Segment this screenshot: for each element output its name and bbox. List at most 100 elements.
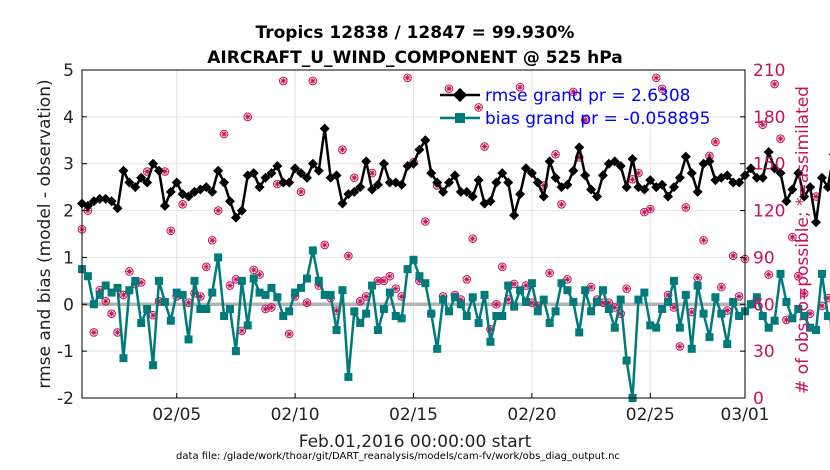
bias-point bbox=[83, 272, 92, 281]
obs-count-point bbox=[711, 137, 720, 147]
rmse-point bbox=[278, 177, 289, 188]
bias-point bbox=[610, 323, 619, 332]
bias-point bbox=[119, 354, 128, 363]
rmse-point bbox=[799, 191, 810, 202]
obs-count-point bbox=[545, 268, 554, 278]
rmse-point bbox=[130, 182, 141, 193]
y2-tick-label: 0 bbox=[753, 389, 764, 409]
bias-point bbox=[729, 297, 738, 306]
obs-count-point bbox=[681, 203, 691, 212]
y-tick-label: 2 bbox=[63, 202, 74, 222]
rmse-point bbox=[781, 196, 792, 207]
bias-point bbox=[516, 286, 525, 295]
bias-point bbox=[125, 286, 134, 295]
bias-point bbox=[539, 295, 548, 304]
y-tick-label: 3 bbox=[63, 155, 74, 175]
bias-point bbox=[196, 304, 205, 313]
obs-count-point bbox=[557, 200, 566, 209]
rmse-point bbox=[680, 151, 691, 162]
bias-point bbox=[137, 319, 146, 328]
bias-point bbox=[723, 340, 732, 349]
rmse-point bbox=[290, 163, 301, 174]
obs-count-point bbox=[361, 292, 371, 301]
rmse-point bbox=[745, 163, 756, 174]
y-tick-label: -2 bbox=[57, 389, 74, 409]
obs-count-point bbox=[243, 112, 253, 122]
obs-count-point bbox=[622, 284, 631, 293]
rmse-point bbox=[467, 191, 478, 202]
bias-point bbox=[746, 300, 755, 309]
bias-point bbox=[456, 300, 465, 309]
bias-point bbox=[486, 337, 495, 346]
y-tick-label: 1 bbox=[63, 248, 74, 268]
obs-count-point bbox=[89, 328, 99, 337]
obs-count-point bbox=[580, 115, 590, 125]
rmse-point bbox=[538, 191, 549, 202]
bias-point bbox=[308, 246, 317, 255]
obs-count-point bbox=[444, 84, 454, 94]
rmse-point bbox=[248, 168, 259, 179]
bias-point bbox=[593, 297, 602, 306]
bias-point bbox=[160, 297, 169, 306]
bias-point bbox=[658, 304, 667, 313]
rmse-point bbox=[432, 177, 443, 188]
rmse-point bbox=[775, 168, 786, 179]
obs-count-point bbox=[107, 309, 116, 318]
obs-count-point bbox=[344, 251, 353, 261]
bias-point bbox=[397, 314, 406, 323]
y2-tick-label: 150 bbox=[753, 155, 785, 175]
bias-point bbox=[563, 286, 572, 295]
bias-point bbox=[669, 276, 678, 285]
y2-tick-label: 30 bbox=[753, 342, 775, 362]
bias-point bbox=[622, 356, 631, 365]
legend-bias-marker bbox=[455, 113, 465, 123]
obs-count-point bbox=[403, 73, 412, 83]
obs-count-point bbox=[207, 235, 217, 245]
rmse-point bbox=[568, 165, 579, 176]
rmse-point bbox=[171, 177, 182, 188]
bias-point bbox=[693, 281, 702, 290]
bias-point bbox=[681, 290, 690, 299]
obs-count-point bbox=[338, 145, 347, 154]
bias-point bbox=[587, 307, 596, 316]
bias-point bbox=[711, 293, 720, 302]
bias-point bbox=[806, 323, 815, 332]
rmse-point bbox=[384, 177, 395, 188]
rmse-point bbox=[230, 212, 241, 223]
bias-point bbox=[439, 295, 448, 304]
rmse-point bbox=[722, 170, 733, 181]
obs-count-point bbox=[219, 129, 229, 139]
bias-point bbox=[338, 286, 347, 295]
rmse-point bbox=[224, 196, 235, 207]
rmse-point bbox=[473, 175, 484, 186]
obs-count-point bbox=[734, 292, 744, 301]
obs-count-point bbox=[249, 265, 258, 275]
bias-point bbox=[498, 312, 507, 320]
bias-point bbox=[812, 326, 821, 335]
rmse-point bbox=[213, 165, 224, 176]
rmse-point bbox=[372, 179, 383, 190]
rmse-point bbox=[805, 182, 816, 193]
bias-point bbox=[480, 290, 489, 299]
bias-point bbox=[687, 344, 696, 353]
bias-point bbox=[616, 295, 625, 304]
bias-point bbox=[291, 288, 300, 297]
rmse-point bbox=[562, 179, 573, 190]
y-axis-label: rmse and bias (model - observation) bbox=[35, 79, 55, 388]
obs-count-point bbox=[799, 289, 809, 298]
rmse-point bbox=[444, 177, 455, 188]
obs-count-point bbox=[515, 82, 525, 92]
rmse-point bbox=[526, 168, 537, 179]
rmse-point bbox=[148, 158, 159, 169]
obs-count-point bbox=[693, 273, 702, 283]
bias-point bbox=[646, 321, 655, 330]
bias-point bbox=[297, 283, 306, 292]
x-tick-label: 02/15 bbox=[389, 405, 438, 425]
obs-count-point bbox=[237, 326, 247, 336]
obs-count-point bbox=[225, 281, 235, 290]
bias-point bbox=[409, 255, 418, 264]
bias-point bbox=[652, 323, 661, 332]
x-tick-label: 03/01 bbox=[721, 405, 770, 425]
obs-count-point bbox=[770, 79, 779, 89]
obs-count-point bbox=[302, 298, 312, 308]
